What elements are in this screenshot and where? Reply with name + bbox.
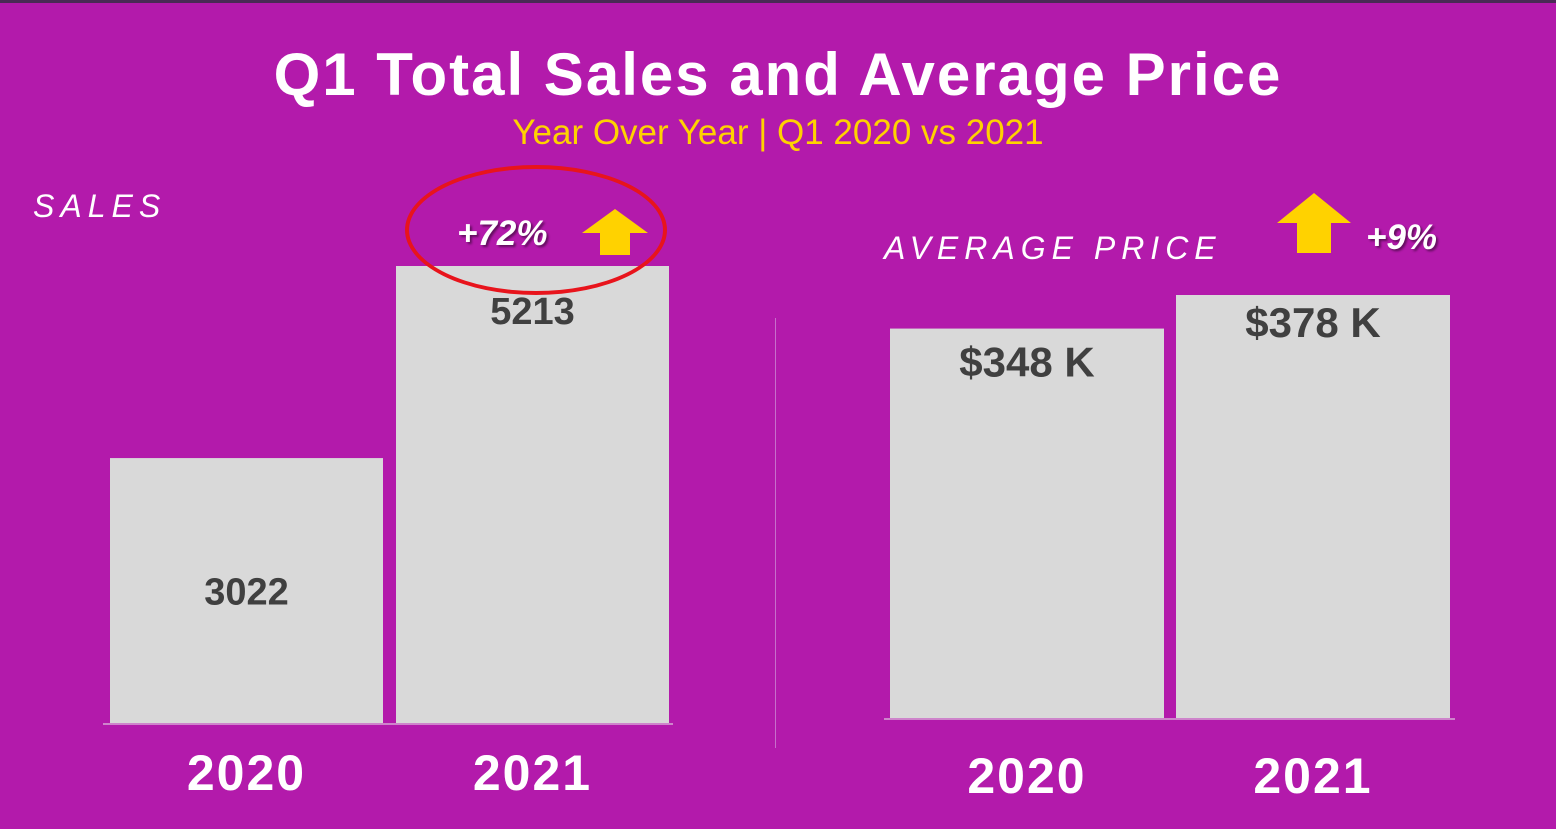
bar-sales-2021 — [396, 266, 669, 723]
price-panel-label: AVERAGE PRICE — [884, 230, 1222, 266]
bar-sales-2020 — [110, 458, 383, 723]
sales-panel-label: SALES — [33, 188, 167, 224]
bar-price-2021 — [1176, 295, 1450, 718]
up-arrow-icon — [582, 209, 648, 255]
category-label-price-2021: 2021 — [1253, 748, 1372, 804]
category-label-sales-2021: 2021 — [473, 745, 592, 801]
chart-subtitle: Year Over Year | Q1 2020 vs 2021 — [512, 113, 1044, 152]
chart-title: Q1 Total Sales and Average Price — [273, 41, 1283, 108]
highlight-circle — [405, 165, 667, 295]
category-label-price-2020: 2020 — [967, 748, 1086, 804]
sales-change-label: +72% — [457, 214, 548, 253]
up-arrow-icon — [1277, 193, 1351, 253]
category-label-sales-2020: 2020 — [187, 745, 306, 801]
value-label-price-2021: $378 K — [1245, 299, 1380, 346]
bar-price-2020 — [890, 328, 1164, 718]
value-label-sales-2021: 5213 — [490, 291, 575, 333]
top-border — [0, 0, 1556, 3]
value-label-price-2020: $348 K — [959, 339, 1094, 386]
panel-divider — [775, 318, 776, 748]
value-label-sales-2020: 3022 — [204, 572, 289, 614]
price-change-label: +9% — [1366, 218, 1438, 257]
